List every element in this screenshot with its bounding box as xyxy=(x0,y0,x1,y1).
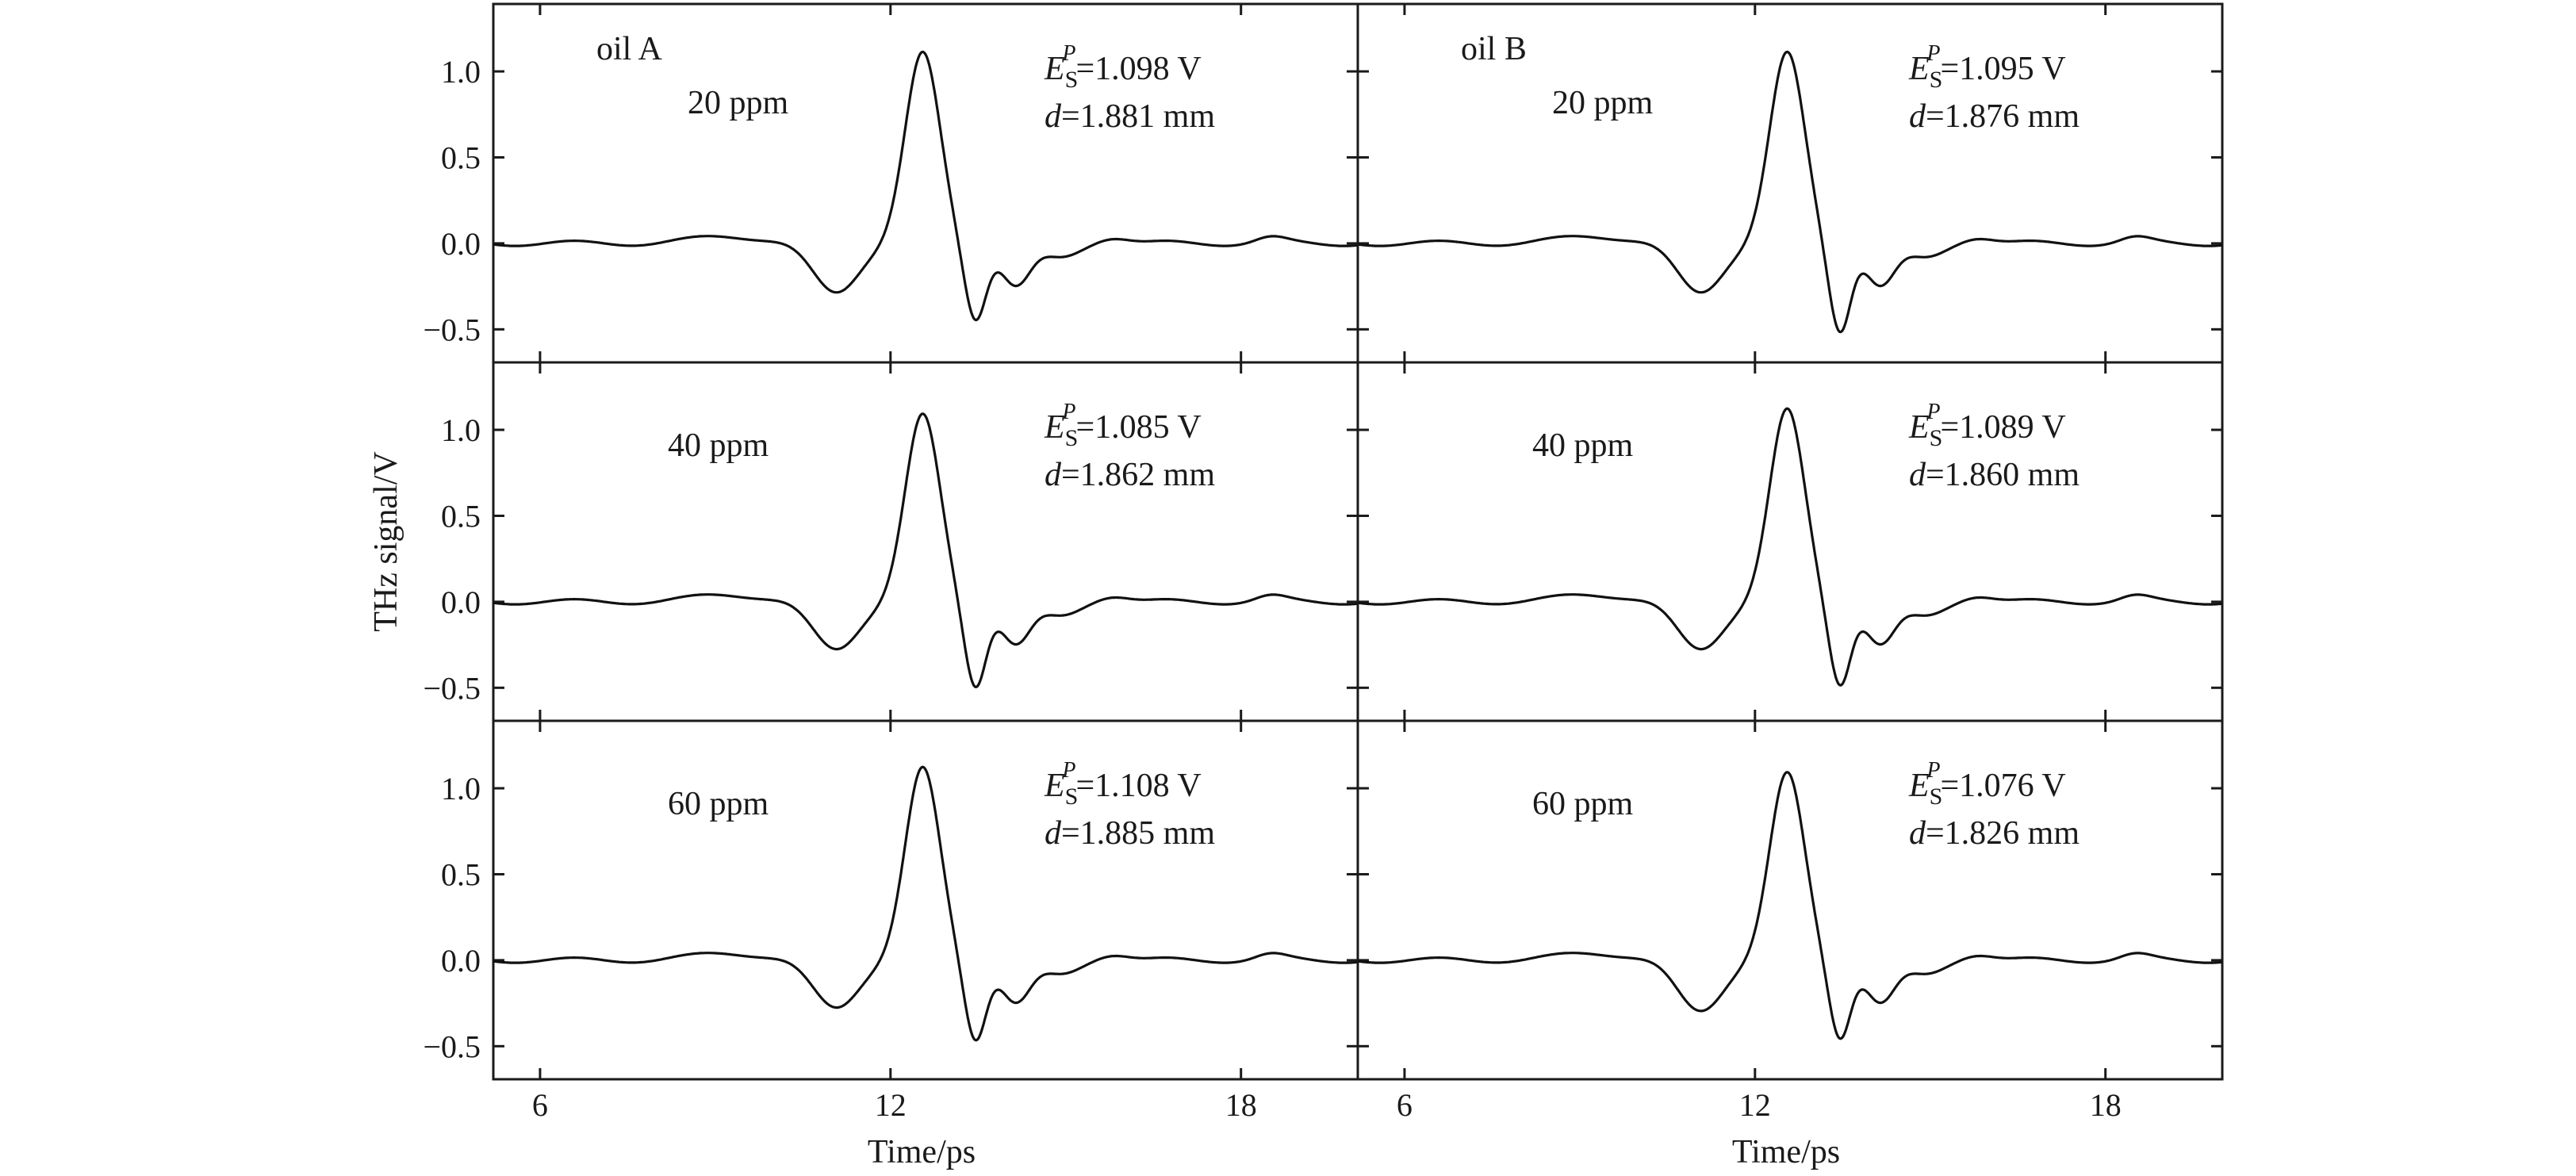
y-tick-label: −0.5 xyxy=(423,670,481,706)
y-tick-label: 1.0 xyxy=(441,771,481,806)
concentration-label: 20 ppm xyxy=(688,85,789,121)
concentration-label: 60 ppm xyxy=(1532,786,1634,822)
y-tick-label: −0.5 xyxy=(423,1029,481,1064)
x-tick-label: 12 xyxy=(1739,1087,1771,1123)
panel-5: 6 12 18 1.0 0.5 0.0 −0.5 60 ppm ESP=1.108 V d=1.8… xyxy=(423,719,1359,1123)
es-annotation: ESP=1.089 V xyxy=(1908,400,2066,451)
thz-trace xyxy=(1357,771,2223,1040)
es-annotation: ESP=1.098 V xyxy=(1044,41,1202,93)
x-axis-title-right: Time/ps xyxy=(1732,1134,1840,1170)
thz-trace xyxy=(493,50,1359,322)
thickness-annotation: d=1.876 mm xyxy=(1909,98,2080,135)
concentration-label: 40 ppm xyxy=(1532,427,1634,464)
y-tick-label: 1.0 xyxy=(441,54,481,90)
thz-trace xyxy=(1357,50,2223,334)
oil-label: oil A xyxy=(596,31,663,67)
thickness-annotation: d=1.862 mm xyxy=(1045,457,1215,493)
x-tick-label: 18 xyxy=(1225,1087,1257,1123)
x-tick-label: 6 xyxy=(1397,1087,1413,1123)
es-annotation: ESP=1.108 V xyxy=(1044,758,1202,810)
y-tick-label: 0.5 xyxy=(441,856,481,892)
thickness-annotation: d=1.826 mm xyxy=(1909,815,2080,852)
x-tick-label: 6 xyxy=(532,1087,548,1123)
thickness-annotation: d=1.881 mm xyxy=(1045,98,1215,135)
x-tick-label: 12 xyxy=(875,1087,907,1123)
thz-trace xyxy=(493,765,1359,1042)
thickness-annotation: d=1.885 mm xyxy=(1045,815,1215,852)
panel-3: 1.0 0.5 0.0 −0.5 40 ppm ESP=1.085 V d=1.862 mm xyxy=(423,361,1359,722)
y-tick-label: 0.0 xyxy=(441,943,481,979)
y-tick-label: 0.5 xyxy=(441,498,481,534)
concentration-label: 20 ppm xyxy=(1552,85,1654,121)
panel-1: 1.0 0.5 0.0 −0.5 oil A 20 ppm ESP=1.098 V d=1.8… xyxy=(423,2,1359,364)
panel-4: 40 ppm ESP=1.089 V d=1.860 mm xyxy=(1356,361,2224,722)
concentration-label: 60 ppm xyxy=(668,786,769,822)
es-annotation: ESP=1.085 V xyxy=(1044,400,1202,451)
concentration-label: 40 ppm xyxy=(668,427,769,464)
x-axis-title-left: Time/ps xyxy=(868,1134,976,1170)
thickness-annotation: d=1.860 mm xyxy=(1909,457,2080,493)
panel-frame xyxy=(1356,361,2224,722)
panel-2: oil B 20 ppm ESP=1.095 V d=1.876 mm xyxy=(1356,2,2224,364)
y-tick-label: −0.5 xyxy=(423,312,481,347)
y-tick-label: 1.0 xyxy=(441,412,481,448)
y-tick-label: 0.0 xyxy=(441,584,481,620)
oil-label: oil B xyxy=(1461,31,1527,67)
y-tick-label: 0.5 xyxy=(441,140,481,175)
x-tick-label: 18 xyxy=(2090,1087,2122,1123)
es-annotation: ESP=1.095 V xyxy=(1908,41,2066,93)
panel-frame xyxy=(492,719,1359,1081)
y-axis-title: THz signal/V xyxy=(368,451,404,631)
thz-trace xyxy=(1357,407,2223,687)
es-annotation: ESP=1.076 V xyxy=(1908,758,2066,810)
y-tick-label: 0.0 xyxy=(441,226,481,262)
thz-trace xyxy=(493,412,1359,688)
panel-frame xyxy=(1356,719,2224,1081)
panel-6: 6 12 18 60 ppm ESP=1.076 V d=1.826 mm xyxy=(1356,719,2224,1123)
